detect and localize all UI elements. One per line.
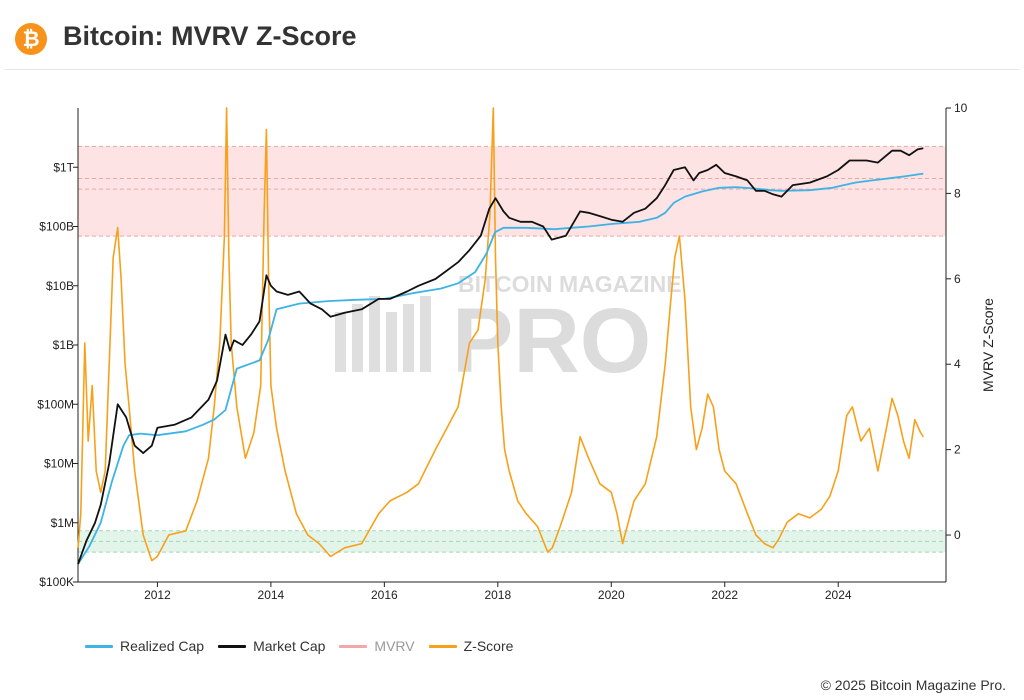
left-tick-label: $1T	[53, 160, 74, 174]
left-tick-label: $100M	[37, 397, 74, 411]
x-tick-label: 2016	[371, 588, 398, 602]
legend-item-realized-cap[interactable]: Realized Cap	[85, 638, 204, 654]
watermark-bar	[386, 312, 397, 372]
left-tick-label: $1B	[53, 338, 74, 352]
chart-legend: Realized Cap Market Cap MVRV Z-Score	[85, 636, 513, 656]
legend-swatch	[339, 644, 368, 648]
x-tick-label: 2012	[144, 588, 171, 602]
right-axis-label: MVRV Z-Score	[980, 298, 996, 392]
legend-swatch	[428, 644, 457, 648]
copyright-text: © 2025 Bitcoin Magazine Pro.	[820, 677, 1006, 693]
legend-label: Z-Score	[463, 638, 514, 654]
x-tick-label: 2024	[825, 588, 852, 602]
legend-label: MVRV	[374, 638, 415, 654]
right-tick-label: 6	[954, 272, 961, 286]
left-tick-label: $10M	[44, 457, 74, 471]
x-tick-label: 2014	[258, 588, 285, 602]
right-tick-label: 8	[954, 186, 961, 200]
left-tick-label: $10B	[46, 279, 74, 293]
watermark-bar	[335, 312, 346, 372]
legend-swatch	[218, 644, 247, 648]
legend-label: Market Cap	[253, 638, 326, 654]
left-tick-label: $100K	[39, 575, 74, 589]
right-tick-label: 2	[954, 443, 961, 457]
legend-swatch	[85, 644, 113, 648]
left-tick-label: $1M	[51, 516, 74, 530]
series-line-realized-cap	[77, 172, 924, 565]
chart-header: ₿ Bitcoin: MVRV Z-Score	[0, 0, 1024, 70]
series-line-market-cap	[77, 147, 924, 565]
x-tick-label: 2022	[711, 588, 738, 602]
x-tick-label: 2020	[598, 588, 625, 602]
overvalued-band	[78, 146, 946, 237]
watermark-bar	[352, 304, 363, 372]
legend-label: Realized Cap	[120, 638, 205, 654]
bitcoin-icon: ₿	[15, 23, 47, 55]
watermark-bar	[369, 296, 380, 372]
legend-item-mvrv[interactable]: MVRV	[339, 638, 415, 654]
series-line-zscore	[77, 107, 924, 562]
page-title: Bitcoin: MVRV Z-Score	[63, 21, 357, 51]
legend-item-market-cap[interactable]: Market Cap	[218, 638, 325, 654]
left-tick-label: $100B	[39, 220, 74, 234]
watermark-bar	[403, 304, 414, 372]
header-divider	[5, 69, 1019, 70]
right-tick-label: 0	[954, 528, 961, 542]
right-tick-label: 4	[954, 357, 961, 371]
legend-item-zscore[interactable]: Z-Score	[428, 638, 514, 654]
right-tick-label: 10	[954, 101, 968, 115]
watermark-bar	[420, 296, 431, 372]
watermark-line2: PRO	[452, 290, 651, 392]
x-tick-label: 2018	[484, 588, 511, 602]
